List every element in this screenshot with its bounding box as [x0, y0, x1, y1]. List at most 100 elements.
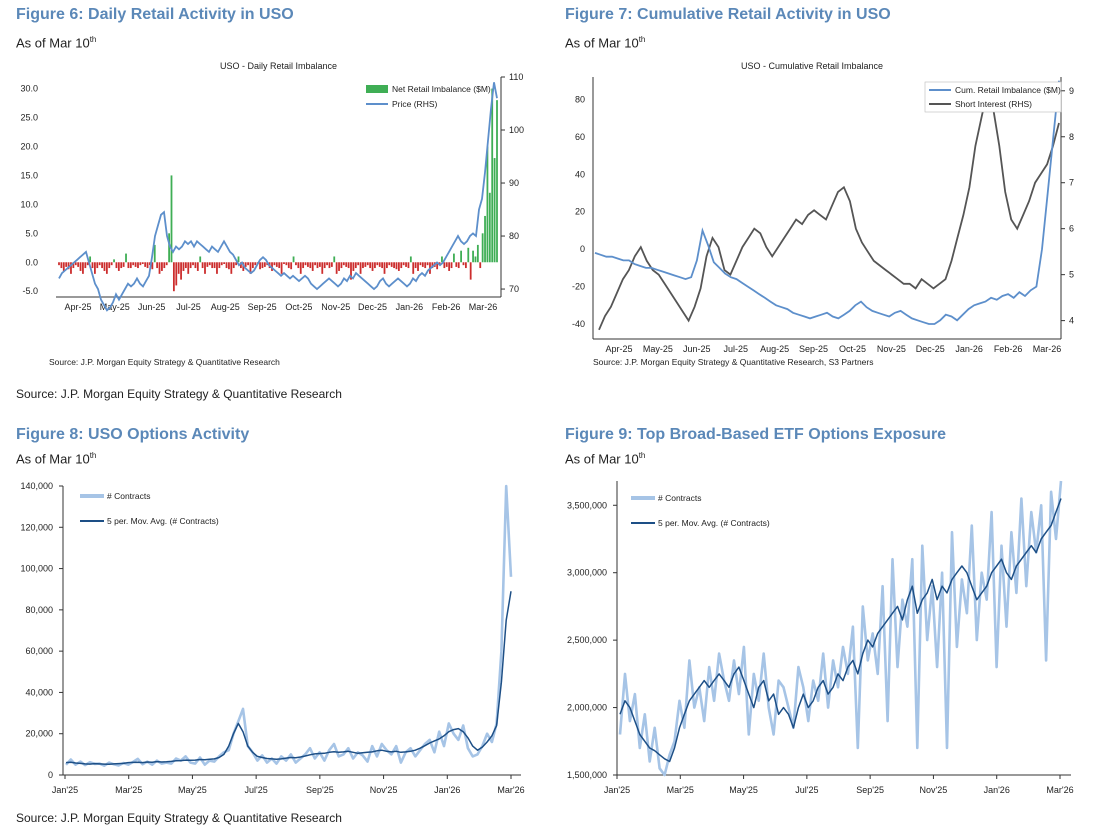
fig6-legend-swatch-bar [366, 85, 388, 93]
fig6-bar [259, 262, 261, 270]
fig6-bar [91, 262, 94, 269]
fig7-xtick-3: Jul-25 [723, 344, 748, 354]
fig8-xtick-5: Nov'25 [370, 785, 398, 795]
figure9-chart: 1,500,000 2,000,000 2,500,000 3,000,000 3,50… [567, 480, 1074, 795]
fig6-bar [476, 244, 479, 263]
fig6-bar [364, 262, 367, 267]
fig7-inner-source: Source: J.P. Morgan Equity Strategy & Qu… [593, 357, 873, 367]
fig6-bar [448, 262, 451, 271]
fig7-ytick-4: 40 [575, 169, 585, 179]
fig6-bar [249, 262, 252, 274]
fig7-y2tick-5: 9 [1069, 86, 1074, 96]
fig6-bar [199, 256, 202, 263]
fig6-ytick-2: 5.0 [25, 228, 38, 238]
fig6-xtick-6: Oct-25 [285, 302, 312, 312]
fig6-bar [153, 244, 156, 263]
fig6-bar [292, 256, 295, 263]
figure9-asof-sup: th [638, 451, 646, 460]
fig6-bar [280, 262, 283, 274]
fig6-bar [287, 262, 290, 269]
fig6-bar [371, 262, 374, 271]
fig8-xtick-3: Jul'25 [245, 785, 268, 795]
fig6-bar [161, 262, 163, 271]
fig6-bar [146, 262, 149, 269]
fig6-bar [103, 262, 106, 271]
fig6-bar [302, 262, 305, 269]
fig6-bar [172, 262, 175, 292]
fig7-y2tick-1: 5 [1069, 270, 1074, 280]
fig7-y2tick-4: 8 [1069, 132, 1074, 142]
fig6-ytick-5: 20.0 [20, 141, 38, 151]
fig6-bar [175, 262, 178, 286]
fig8-moving-avg-line [65, 591, 512, 766]
fig6-bar [94, 262, 96, 274]
fig6-xtick-2: Jun-25 [138, 302, 166, 312]
fig6-bar [388, 262, 391, 266]
fig7-xtick-4: Aug-25 [760, 344, 789, 354]
fig6-bar [151, 262, 154, 270]
fig8-ytick-1: 20,000 [25, 729, 53, 739]
fig6-bar [115, 262, 118, 269]
fig6-bar [129, 262, 132, 269]
fig6-bar [335, 262, 338, 274]
figure8-asof: As of Mar 10th [16, 451, 96, 466]
fig6-bar [187, 262, 190, 274]
fig6-bar [426, 262, 429, 266]
fig7-xtick-9: Jan-26 [955, 344, 983, 354]
fig6-bar [168, 233, 170, 263]
fig7-ytick-6: 80 [575, 94, 585, 104]
fig8-ytick-3: 60,000 [25, 646, 53, 656]
fig6-bar [378, 262, 381, 267]
fig6-bar [412, 262, 415, 274]
fig7-xtick-11: Mar-26 [1033, 344, 1062, 354]
fig6-bar [206, 262, 209, 267]
fig8-xtick-2: May'25 [178, 785, 207, 795]
fig6-bar [113, 259, 115, 263]
fig6-bar [232, 262, 235, 269]
figure9-asof-text: As of Mar 10 [565, 451, 639, 467]
fig6-bar [311, 262, 314, 271]
fig7-y2tick-3: 7 [1069, 178, 1074, 188]
fig6-bar [314, 262, 316, 266]
fig6-bar [120, 262, 123, 269]
fig8-ytick-7: 140,000 [20, 481, 53, 491]
fig6-bar [180, 262, 182, 280]
fig6-bar [74, 262, 77, 266]
fig6-bar [110, 262, 113, 266]
fig6-bar [395, 262, 398, 270]
figure7-asof-sup: th [638, 35, 646, 44]
fig6-bar [357, 262, 360, 266]
fig6-bar [436, 262, 439, 270]
fig7-short-interest-line [598, 87, 1060, 331]
fig6-inner-source: Source: J.P. Morgan Equity Strategy & Qu… [49, 357, 280, 367]
fig6-bar [316, 262, 319, 269]
figure6-asof-text: As of Mar 10 [16, 35, 90, 51]
figure8-chart: 0 20,000 40,000 60,000 80,000 100,000 120,000 1… [20, 481, 524, 795]
fig6-bar [216, 262, 218, 274]
fig6-bar [414, 262, 417, 269]
fig6-bar [263, 262, 266, 267]
fig7-xtick-5: Sep-25 [799, 344, 828, 354]
fig6-bar [194, 262, 197, 269]
fig6-ytick-3: 10.0 [20, 199, 38, 209]
figure9-asof: As of Mar 10th [565, 451, 645, 466]
fig6-bar [474, 256, 477, 263]
fig6-bar [307, 262, 309, 267]
fig9-xtick-3: Jul'25 [795, 785, 818, 795]
fig6-bar [149, 262, 151, 266]
figure6-asof: As of Mar 10th [16, 35, 96, 50]
fig6-bar [350, 262, 352, 280]
fig6-bar [184, 262, 187, 269]
fig6-bar [58, 262, 60, 266]
fig6-bar [244, 262, 247, 267]
fig6-bar [261, 262, 264, 269]
fig6-bar [323, 262, 326, 269]
fig8-ytick-5: 100,000 [20, 564, 53, 574]
fig8-ytick-2: 40,000 [25, 687, 53, 697]
fig9-xtick-0: Jan'25 [604, 785, 630, 795]
fig6-bar [409, 256, 412, 263]
fig6-bar [201, 262, 204, 269]
figure7-asof: As of Mar 10th [565, 35, 645, 50]
fig6-bar [419, 262, 422, 266]
fig6-bar [453, 253, 455, 263]
